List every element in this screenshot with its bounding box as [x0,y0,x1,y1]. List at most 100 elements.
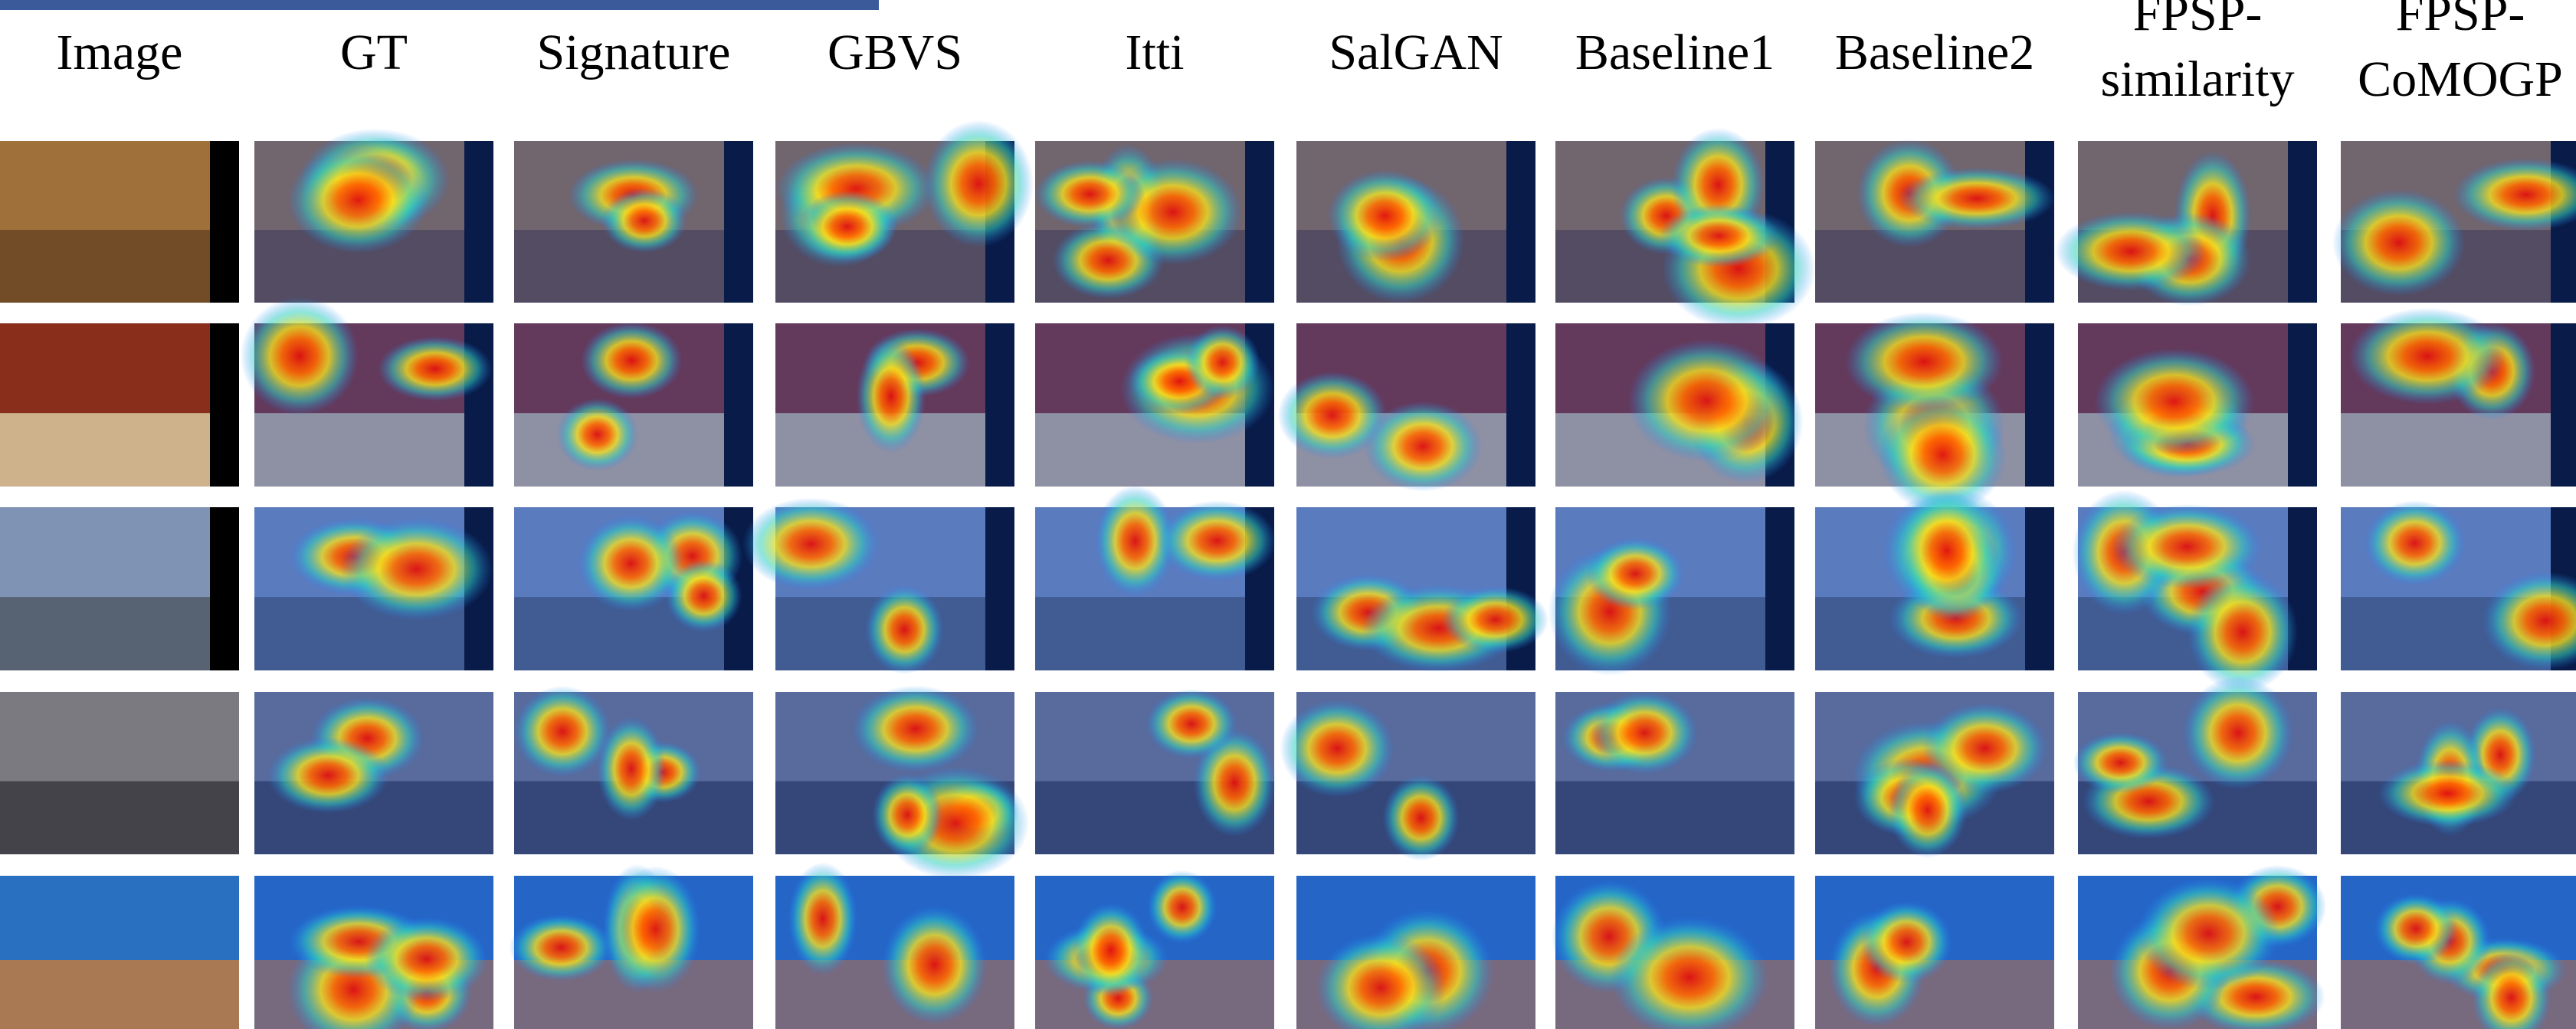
image-cell [2078,865,2326,1029]
image-cell [0,141,239,303]
saliency-blob [578,515,683,611]
column-header: FPSP- [2133,0,2263,41]
column-header: Signature [537,25,731,80]
saliency-blob [1591,691,1698,774]
saliency-blob [1442,586,1549,654]
saliency-blob [1185,326,1260,400]
image-cell [1277,323,1535,491]
saliency-blob [2094,348,2254,454]
saliency-blob [378,336,492,401]
photo-lower [0,960,239,1029]
image-cell [1815,487,2054,670]
saliency-blob [1845,312,2004,411]
image-cell [1035,323,1274,487]
image-cell [1555,323,1803,487]
saliency-blob [856,339,926,453]
image-cell [0,507,239,670]
image-cell [254,876,493,1029]
figure: ImageGTSignatureGBVSIttiSalGANBaseline1B… [0,0,2576,1029]
saliency-blob [788,862,858,975]
image-cell [2073,490,2317,693]
saliency-blob [2183,677,2293,790]
saliency-blob [1899,168,2056,230]
saliency-blob [241,297,359,415]
saliency-blob [1627,339,1785,462]
image-cell [2078,323,2317,487]
saliency-blob [267,737,388,813]
saliency-blob [2137,877,2280,991]
image-cell [1555,128,1816,329]
saliency-blob [798,191,897,263]
saliency-blob [865,585,944,674]
image-cell [1815,139,2055,303]
image-cell [1035,141,1274,303]
image-cell [775,862,1014,1029]
saliency-blob [1586,538,1685,610]
saliency-blob [2112,504,2263,589]
photo-lower [0,782,239,854]
saliency-blob [1072,903,1149,998]
saliency-blob [872,774,942,857]
image-cell [1552,876,1794,1029]
image-cell [2341,876,2576,1029]
column-header: similarity [2101,51,2295,107]
saliency-blob [340,518,493,621]
image-cell [1815,312,2054,514]
image-cell [1296,141,1535,303]
saliency-blob [514,686,611,777]
saliency-blob [581,322,683,399]
saliency-blob [1035,160,1145,228]
saliency-blob [2374,893,2458,964]
saliency-blob [287,147,428,254]
saliency-blob [1382,775,1460,861]
photo-lower [0,597,239,670]
saliency-blob [2332,189,2466,296]
column-header: GT [340,25,408,80]
saliency-blob [2188,572,2298,693]
saliency-blob [2348,308,2506,405]
image-cell [514,507,753,670]
image-cell [1035,689,1276,854]
saliency-blob [1280,700,1395,798]
image-cell [254,129,493,303]
image-cell [254,692,493,854]
letterbox [210,507,239,670]
saliency-blob [1860,901,1952,984]
saliency-blob [1365,401,1482,492]
saliency-blob [601,188,687,254]
image-cell [1035,485,1277,670]
letterbox [210,323,239,487]
image-cell [1555,691,1794,854]
image-cell [514,686,753,854]
image-cell [241,297,493,487]
column-header: GBVS [828,25,962,80]
image-cell [514,141,753,303]
column-header: Baseline2 [1835,25,2034,80]
saliency-blob [2073,732,2168,793]
image-cell [0,323,239,487]
image-cell [2341,308,2576,487]
saliency-blob [1145,689,1237,759]
saliency-blob [923,120,1033,247]
image-cell [2332,141,2576,303]
photo-lower [0,413,239,487]
image-cell [514,322,753,487]
image-cell [1815,692,2054,858]
saliency-blob [610,866,701,992]
saliency-blob [365,916,488,1001]
saliency-blob [1158,500,1276,581]
saliency-blob [2055,211,2207,291]
image-cell [1296,876,1535,1029]
image-cell [254,507,493,670]
image-cell [509,864,753,1029]
saliency-blob [1888,762,1967,858]
image-cell [2055,141,2317,306]
image-cell [775,323,1014,487]
image-cell [742,498,1014,674]
image-cell [1035,870,1274,1029]
image-cell [1296,507,1549,672]
column-header: FPSP- [2396,0,2525,41]
saliency-blob [509,914,613,981]
image-cell [1815,876,2054,1029]
saliency-blob [1147,870,1218,944]
